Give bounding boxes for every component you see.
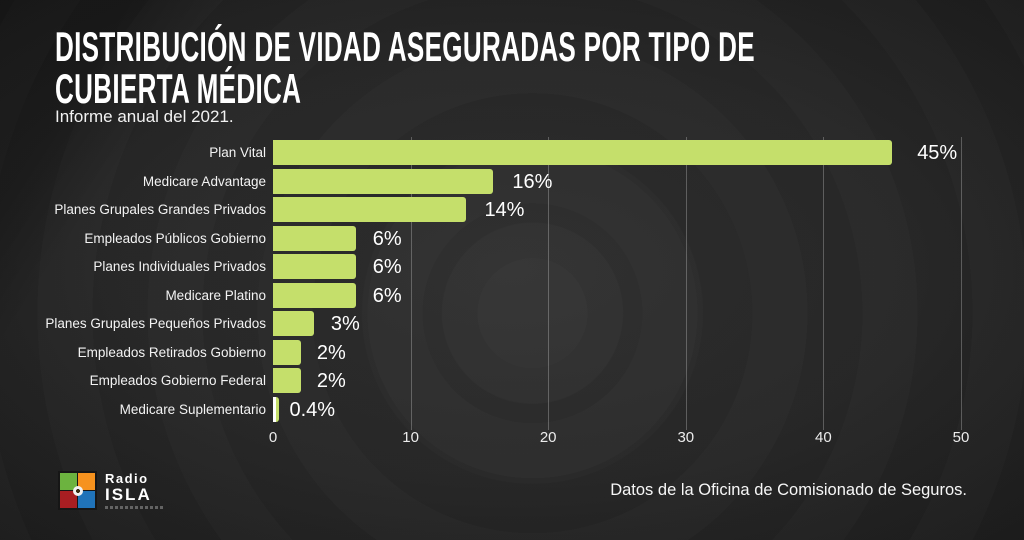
category-label: Planes Grupales Pequeños Privados [45, 316, 266, 332]
x-tick-label: 40 [815, 429, 832, 446]
bar-value: 14% [484, 199, 525, 222]
bar [273, 197, 466, 223]
bar-value: 6% [372, 227, 402, 250]
bar-row: Planes Grupales Grandes Privados 14% [0, 197, 1024, 223]
bar-value: 2% [316, 341, 346, 364]
gridline [685, 137, 687, 430]
bar-value: 6% [372, 256, 402, 279]
chart-subtitle: Informe anual del 2021. [55, 107, 234, 126]
gridline [961, 137, 962, 430]
bar-row: Planes Individuales Privados 6% [0, 254, 1024, 280]
bar [273, 368, 301, 394]
category-label: Planes Individuales Privados [93, 259, 266, 275]
x-tick-label: 30 [677, 429, 695, 446]
logo-wordmark: Radio ISLA [105, 471, 163, 510]
bar-row: Medicare Suplementario 0.4% [0, 396, 1024, 422]
radio-isla-logo-mark-icon [58, 471, 97, 510]
bar-value: 6% [372, 284, 402, 307]
logo-quadrant-green [60, 473, 77, 490]
bar [273, 225, 356, 251]
logo-wordmark-bottom: ISLA [105, 485, 152, 504]
logo-quadrant-blue [78, 491, 95, 508]
category-label: Plan Vital [209, 145, 266, 160]
gridline [548, 137, 550, 430]
bar [273, 339, 301, 365]
chart-title-line-1: DISTRIBUCIÓN DE VIDAD ASEGURADAS POR TIP… [55, 23, 755, 70]
chart-title: DISTRIBUCIÓN DE VIDAD ASEGURADAS POR TIP… [55, 26, 1024, 110]
x-tick-label: 0 [268, 429, 278, 446]
bar [273, 396, 279, 422]
logo-quadrant-red [60, 491, 77, 508]
bar [273, 140, 893, 165]
bar [273, 168, 494, 194]
bar-row: Plan Vital 45% [0, 140, 1024, 165]
category-label: Empleados Gobierno Federal [89, 373, 266, 389]
category-label: Medicare Suplementario [119, 401, 266, 417]
bar-row: Medicare Platino 6% [0, 282, 1024, 308]
category-label: Empleados Retirados Gobierno [77, 344, 266, 360]
bar [273, 282, 356, 308]
bar [273, 254, 356, 280]
gridline [410, 137, 412, 430]
category-label: Medicare Advantage [142, 173, 266, 189]
bar-value: 16% [512, 170, 553, 193]
logo-quadrant-orange [78, 473, 95, 490]
chart-title-line-2: CUBIERTA MÉDICA [55, 65, 302, 112]
category-label: Empleados Públicos Gobierno [84, 230, 266, 246]
radio-isla-logo: Radio ISLA [58, 471, 163, 510]
bar [273, 311, 315, 337]
bar-row: Medicare Advantage 16% [0, 168, 1024, 194]
bar-row: Empleados Públicos Gobierno 6% [0, 225, 1024, 251]
x-tick-label: 50 [952, 429, 970, 446]
bar-value: 0.4% [289, 398, 336, 421]
logo-wordmark-top: Radio [105, 471, 149, 486]
x-tick-label: 20 [539, 429, 557, 446]
bar-row: Empleados Retirados Gobierno 2% [0, 339, 1024, 365]
source-text: Datos de la Oficina de Comisionado de Se… [610, 481, 967, 499]
category-label: Medicare Platino [165, 287, 266, 303]
bar-row: Planes Grupales Pequeños Privados 3% [0, 311, 1024, 337]
logo-tagline [105, 506, 163, 509]
bar-row: Empleados Gobierno Federal 2% [0, 368, 1024, 394]
bar-value: 45% [917, 142, 958, 164]
bar-value: 2% [316, 370, 346, 393]
gridline [823, 137, 825, 430]
x-tick-label: 10 [402, 429, 419, 446]
logo-center-dot-icon [72, 485, 83, 496]
category-label: Planes Grupales Grandes Privados [54, 202, 266, 218]
bar-value: 3% [330, 313, 360, 336]
